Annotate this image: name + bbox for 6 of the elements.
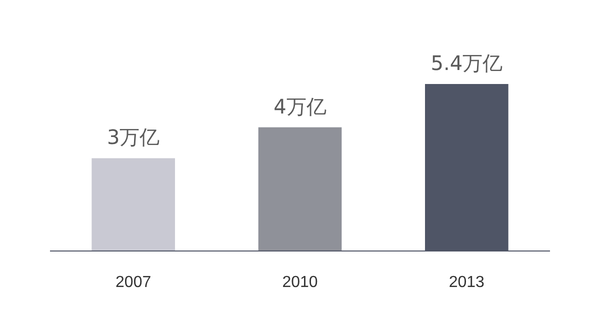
x-tick-label: 2007 [116, 274, 152, 291]
data-label: 5.4万亿 [430, 51, 503, 75]
data-label: 4万亿 [274, 94, 326, 118]
x-tick-label: 2013 [448, 274, 485, 291]
x-tick-label: 2010 [282, 274, 318, 291]
data-label: 3万亿 [106, 125, 160, 150]
